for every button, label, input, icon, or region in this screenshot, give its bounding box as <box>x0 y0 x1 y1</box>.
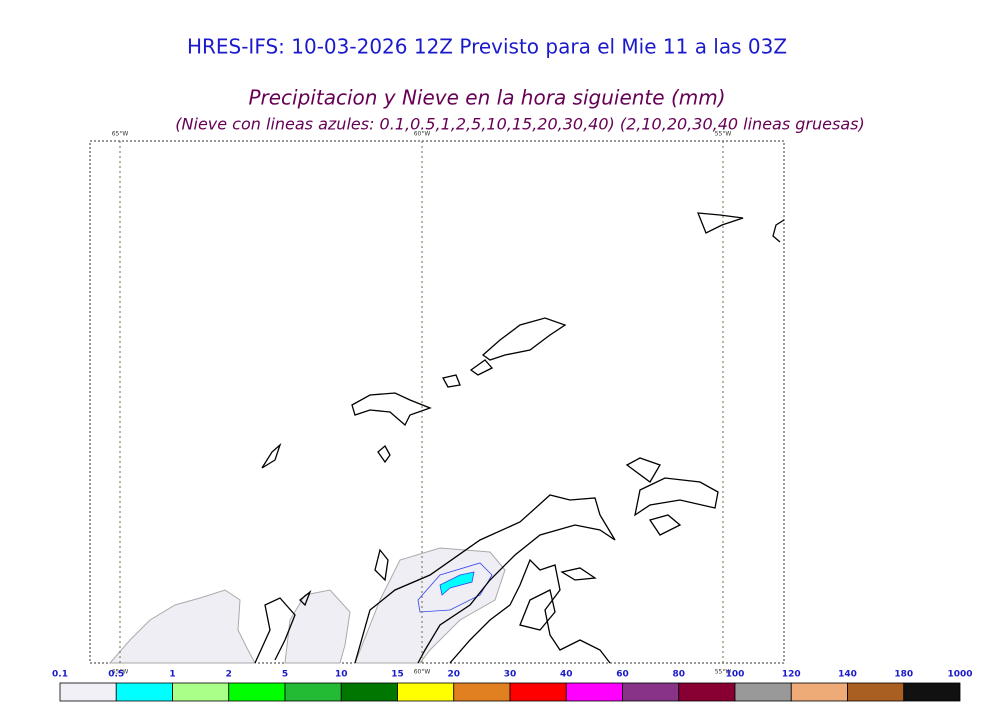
meridian-group: 65°W 65°W 60°W 60°W 55°W 55°W <box>112 131 732 676</box>
colorbar-swatch <box>509 682 567 702</box>
coastline <box>254 212 785 664</box>
map-area: 65°W 65°W 60°W 60°W 55°W 55°W <box>89 131 785 676</box>
note: (Nieve con lineas azules: 0.1,0.5,1,2,5,… <box>175 115 864 134</box>
colorbar-swatch <box>172 682 230 702</box>
colorbar-label: 180 <box>894 670 913 680</box>
colorbar-label: 1 <box>169 670 175 680</box>
title: HRES-IFS: 10-03-2026 12Z Previsto para e… <box>187 35 787 59</box>
colorbar-label: 10 <box>335 670 348 680</box>
colorbar-label: 20 <box>447 670 460 680</box>
colorbar-swatch <box>397 682 455 702</box>
colorbar-label: 0.5 <box>108 670 124 680</box>
colorbar-swatch <box>115 682 173 702</box>
meridian-label: 60°W <box>414 669 431 676</box>
colorbar-label: 40 <box>560 670 573 680</box>
precip-area <box>284 589 351 664</box>
meridian-label: 65°W <box>112 669 129 676</box>
colorbar-swatch <box>340 682 398 702</box>
colorbar-swatch <box>453 682 511 702</box>
colorbar-swatch <box>228 682 286 702</box>
colorbar-swatch <box>59 682 117 702</box>
colorbar-swatch <box>622 682 680 702</box>
colorbar-swatch <box>734 682 792 702</box>
colorbar-label: 5 <box>282 670 288 680</box>
colorbar-label: 30 <box>504 670 517 680</box>
precip-area <box>108 589 256 664</box>
snow-contour <box>417 562 493 613</box>
colorbar-swatch <box>903 682 961 702</box>
colorbar-label: 0.1 <box>52 670 68 680</box>
meridian-label: 55°W <box>715 131 732 138</box>
meridian-label: 60°W <box>414 131 431 138</box>
meridian-label: 55°W <box>715 669 732 676</box>
colorbar-swatch <box>284 682 342 702</box>
colorbar-label: 80 <box>672 670 685 680</box>
colorbar: 0.1 0.5 1 2 5 10 15 20 30 40 60 80 100 120 140 180 1000 <box>52 670 973 702</box>
colorbar-label: 120 <box>782 670 801 680</box>
colorbar-label: 15 <box>391 670 404 680</box>
colorbar-swatch <box>678 682 736 702</box>
colorbar-label: 100 <box>726 670 745 680</box>
meridian-label: 65°W <box>112 131 129 138</box>
colorbar-swatch <box>847 682 905 702</box>
precip-area <box>439 571 475 596</box>
colorbar-swatch <box>790 682 848 702</box>
colorbar-label: 60 <box>616 670 629 680</box>
colorbar-label: 140 <box>838 670 857 680</box>
colorbar-label: 2 <box>226 670 232 680</box>
subtitle: Precipitacion y Nieve en la hora siguien… <box>248 86 725 110</box>
colorbar-label: 1000 <box>947 670 972 680</box>
colorbar-swatch <box>565 682 623 702</box>
